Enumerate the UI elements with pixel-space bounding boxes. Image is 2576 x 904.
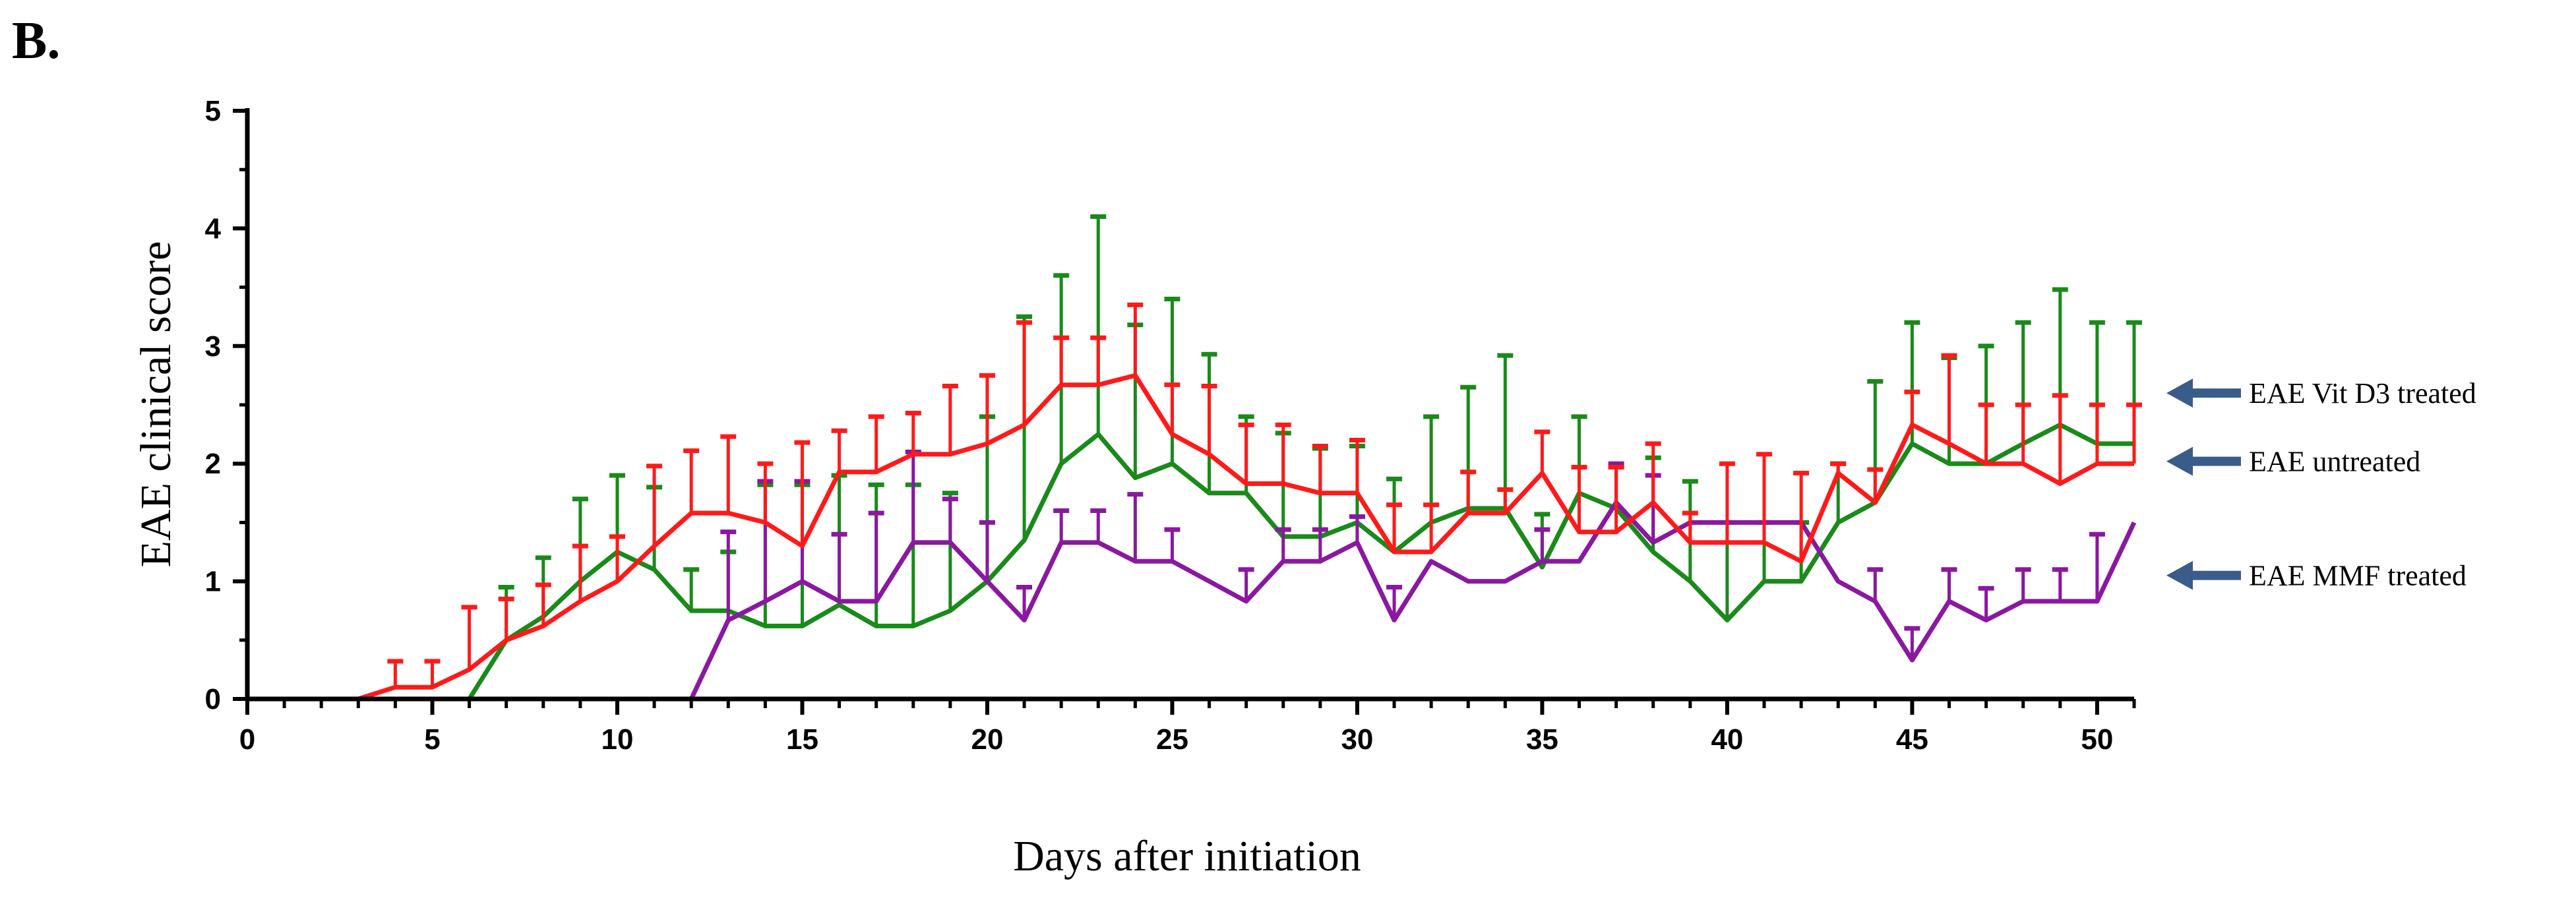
- y-tick-label: 5: [205, 95, 221, 127]
- x-tick-label: 40: [1711, 723, 1743, 756]
- legend-arrow-head: [2166, 560, 2193, 590]
- series-eae-vit-d3-treated: [284, 302, 2142, 702]
- y-tick-label: 3: [205, 330, 221, 363]
- x-tick-label: 0: [239, 723, 255, 756]
- y-tick-label: 1: [205, 566, 221, 598]
- y-axis-title: EAE clinical score: [132, 241, 180, 568]
- x-tick-label: 35: [1526, 723, 1558, 756]
- y-tick-label: 4: [205, 212, 222, 245]
- panel-label: B.: [12, 12, 60, 70]
- legend-entry: EAE MMF treated: [2166, 560, 2467, 592]
- legend-label: EAE Vit D3 treated: [2249, 377, 2476, 409]
- legend-entry: EAE untreated: [2166, 446, 2420, 478]
- x-tick-label: 50: [2081, 723, 2113, 756]
- x-axis-title: Days after initiation: [1013, 832, 1361, 880]
- x-tick-label: 5: [424, 723, 440, 756]
- legend-arrow-head: [2166, 378, 2193, 408]
- x-tick-label: 25: [1156, 723, 1188, 756]
- legend-label: EAE MMF treated: [2249, 560, 2467, 592]
- legend-arrow-shaft: [2190, 456, 2241, 466]
- series-line: [284, 373, 2134, 702]
- legend-arrow-shaft: [2190, 388, 2241, 398]
- legend-arrow-shaft: [2190, 570, 2241, 580]
- x-tick-label: 10: [601, 723, 634, 756]
- legend: EAE Vit D3 treated EAE untreated EAE MMF t…: [2166, 377, 2476, 592]
- legend-entry: EAE Vit D3 treated: [2166, 377, 2476, 409]
- series-layer: [284, 214, 2142, 702]
- legend-arrow-head: [2166, 446, 2193, 476]
- x-tick-label: 45: [1896, 723, 1928, 756]
- x-tick-label: 15: [786, 723, 818, 756]
- y-tick-label: 0: [205, 683, 221, 715]
- series-line: [284, 422, 2134, 702]
- x-tick-label: 30: [1341, 723, 1373, 756]
- x-tick-label: 20: [971, 723, 1003, 756]
- y-tick-label: 2: [205, 448, 221, 480]
- legend-label: EAE untreated: [2249, 446, 2420, 478]
